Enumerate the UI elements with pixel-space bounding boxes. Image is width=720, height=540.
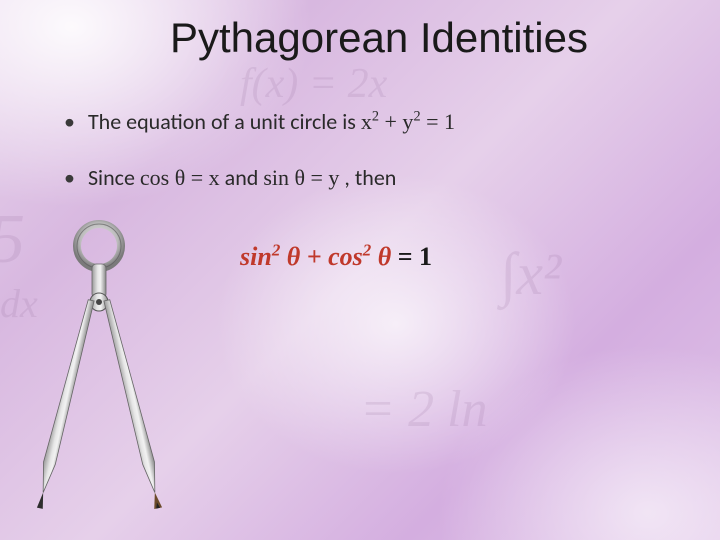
- line2-formula-2: sin θ = y: [263, 165, 339, 190]
- bg-watermark: 5: [0, 200, 25, 280]
- slide-line-1: • The equation of a unit circle is x2 + …: [64, 108, 455, 135]
- slide-title: Pythagorean Identities: [170, 14, 588, 62]
- bg-watermark: ∫x²: [500, 240, 561, 309]
- line2-suffix: , then: [344, 164, 396, 191]
- line2-prefix: Since: [88, 164, 140, 191]
- compass-icon: [34, 220, 164, 520]
- slide-line-2: • Since cos θ = x and sin θ = y , then: [64, 164, 396, 191]
- bullet-icon: •: [64, 108, 75, 135]
- bg-watermark: dx: [0, 280, 38, 327]
- identity-rhs: = 1: [398, 242, 432, 271]
- line2-mid: and: [225, 164, 264, 191]
- line2-formula-1: cos θ = x: [140, 165, 220, 190]
- identity-lhs: sin2 θ + cos2 θ: [240, 242, 391, 271]
- bullet-icon: •: [64, 164, 75, 191]
- line1-formula: x2 + y2 = 1: [361, 109, 455, 134]
- line1-prefix: The equation of a unit circle is: [88, 108, 361, 135]
- pythagorean-identity: sin2 θ + cos2 θ = 1: [240, 242, 432, 272]
- bg-watermark: = 2 ln: [360, 380, 488, 439]
- bg-watermark: f(x) = 2x: [240, 60, 387, 108]
